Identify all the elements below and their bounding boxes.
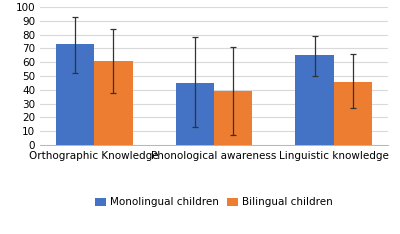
Bar [296, 55, 334, 145]
Bar [56, 44, 94, 145]
Legend: Monolingual children, Bilingual children: Monolingual children, Bilingual children [91, 193, 337, 212]
Bar [176, 83, 214, 145]
Bar [214, 91, 252, 145]
Bar [94, 61, 132, 145]
Bar [334, 82, 372, 145]
